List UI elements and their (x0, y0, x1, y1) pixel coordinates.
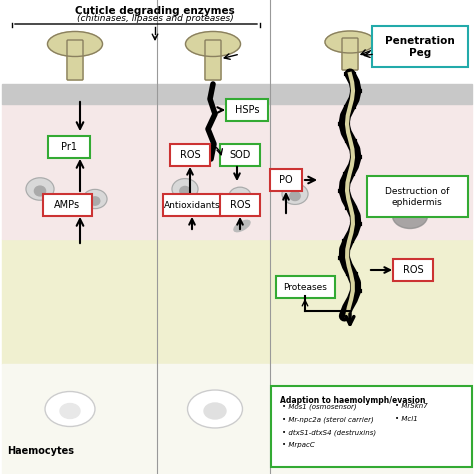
Text: Haemocytes: Haemocytes (7, 446, 74, 456)
Ellipse shape (282, 183, 308, 204)
Text: Antioxidants: Antioxidants (164, 201, 220, 210)
FancyBboxPatch shape (163, 194, 222, 216)
Bar (157, 104, 270, 239)
Ellipse shape (204, 403, 226, 419)
Text: ROS: ROS (403, 265, 423, 275)
Ellipse shape (185, 31, 240, 56)
FancyBboxPatch shape (276, 276, 335, 298)
Text: PO: PO (279, 175, 293, 185)
Bar (157, 364, 270, 474)
FancyBboxPatch shape (393, 259, 433, 281)
Ellipse shape (229, 187, 251, 205)
Text: Adaption to haemolymph/evasion: Adaption to haemolymph/evasion (280, 396, 426, 405)
Text: • MrSkn7: • MrSkn7 (395, 403, 428, 409)
Ellipse shape (234, 220, 250, 232)
Bar (157, 239, 270, 364)
Ellipse shape (26, 178, 54, 200)
Ellipse shape (188, 390, 243, 428)
Text: • MrpacC: • MrpacC (282, 442, 315, 448)
Bar (270, 364, 472, 474)
FancyBboxPatch shape (220, 194, 260, 216)
Bar (2, 364, 157, 474)
Bar (270, 239, 472, 364)
Text: Destruction of
ephidermis: Destruction of ephidermis (385, 187, 449, 207)
Text: • Mos1 (osmosensor): • Mos1 (osmosensor) (282, 403, 356, 410)
Bar (157, 84, 270, 104)
Ellipse shape (392, 203, 428, 228)
FancyBboxPatch shape (367, 176, 468, 217)
FancyBboxPatch shape (205, 40, 221, 80)
Ellipse shape (414, 196, 426, 206)
Ellipse shape (60, 403, 80, 419)
FancyBboxPatch shape (342, 38, 358, 70)
Ellipse shape (172, 179, 198, 200)
FancyBboxPatch shape (226, 99, 268, 121)
Ellipse shape (45, 392, 95, 427)
Ellipse shape (180, 186, 190, 196)
FancyBboxPatch shape (270, 169, 302, 191)
Text: • dtxS1-dtxS4 (destruxins): • dtxS1-dtxS4 (destruxins) (282, 429, 376, 436)
Ellipse shape (83, 190, 107, 209)
Bar (2, 84, 157, 104)
Text: HSPs: HSPs (235, 105, 259, 115)
Ellipse shape (412, 199, 432, 213)
Text: SOD: SOD (229, 150, 251, 160)
Text: Pr1: Pr1 (61, 142, 77, 152)
FancyBboxPatch shape (220, 144, 260, 166)
Bar (270, 84, 472, 104)
FancyBboxPatch shape (271, 386, 472, 467)
Text: Proteases: Proteases (283, 283, 327, 292)
Text: • Mr-npc2a (sterol carrier): • Mr-npc2a (sterol carrier) (282, 416, 374, 423)
FancyBboxPatch shape (43, 194, 92, 216)
Text: • Mcl1: • Mcl1 (395, 416, 418, 422)
Ellipse shape (330, 388, 390, 430)
Ellipse shape (325, 31, 375, 53)
Text: (chitinases, lipases and proteases): (chitinases, lipases and proteases) (77, 14, 233, 23)
Ellipse shape (236, 194, 245, 202)
Text: Penetration
Peg: Penetration Peg (385, 36, 455, 58)
Ellipse shape (347, 402, 373, 420)
Text: ROS: ROS (230, 200, 250, 210)
FancyBboxPatch shape (170, 144, 210, 166)
Bar (2, 239, 157, 364)
Text: AMPs: AMPs (54, 200, 80, 210)
FancyBboxPatch shape (372, 26, 468, 67)
Ellipse shape (47, 31, 102, 56)
Ellipse shape (406, 188, 434, 210)
Ellipse shape (90, 197, 100, 205)
Bar (270, 104, 472, 239)
FancyBboxPatch shape (67, 40, 83, 80)
Text: ROS: ROS (180, 150, 201, 160)
Bar (2, 104, 157, 239)
FancyBboxPatch shape (48, 136, 90, 158)
Ellipse shape (290, 191, 300, 201)
Ellipse shape (35, 186, 46, 196)
Text: Cuticle degrading enzymes: Cuticle degrading enzymes (75, 6, 235, 16)
